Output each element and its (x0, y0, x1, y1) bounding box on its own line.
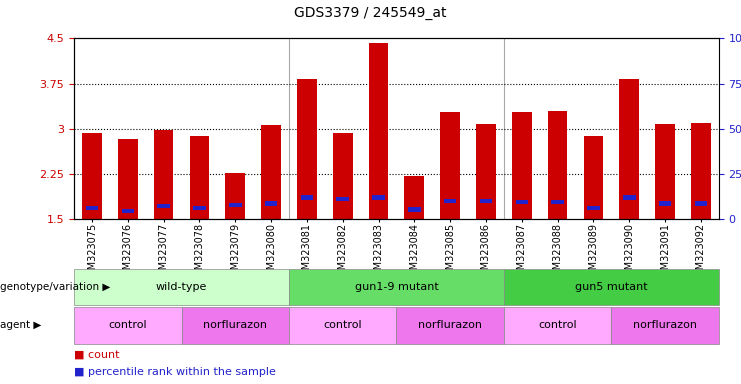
Text: agent ▶: agent ▶ (0, 320, 41, 331)
Bar (408, 207, 421, 212)
Bar (584, 136, 603, 219)
Bar (154, 131, 173, 219)
Bar (444, 199, 456, 203)
Text: norflurazon: norflurazon (203, 320, 268, 331)
Bar (659, 202, 671, 206)
Text: gun1-9 mutant: gun1-9 mutant (354, 282, 439, 292)
Bar (619, 79, 639, 219)
Bar (336, 197, 349, 201)
Bar (82, 133, 102, 219)
Text: norflurazon: norflurazon (633, 320, 697, 331)
Bar (476, 124, 496, 219)
Bar (229, 203, 242, 207)
Text: ■ count: ■ count (74, 349, 119, 359)
Bar (548, 111, 568, 219)
Text: ■ percentile rank within the sample: ■ percentile rank within the sample (74, 367, 276, 377)
Bar (262, 125, 281, 219)
Bar (372, 195, 385, 200)
Bar (512, 113, 531, 219)
Text: genotype/variation ▶: genotype/variation ▶ (0, 282, 110, 292)
Bar (265, 202, 277, 206)
Bar (479, 199, 492, 203)
Bar (193, 206, 206, 210)
Bar (691, 122, 711, 219)
Text: control: control (323, 320, 362, 331)
Bar (694, 202, 707, 206)
Bar (369, 43, 388, 219)
Bar (516, 200, 528, 204)
Bar (297, 79, 316, 219)
Bar (225, 172, 245, 219)
Text: norflurazon: norflurazon (418, 320, 482, 331)
Text: control: control (108, 320, 147, 331)
Bar (623, 195, 636, 200)
Bar (118, 139, 138, 219)
Bar (86, 206, 99, 210)
Bar (655, 124, 675, 219)
Bar (122, 209, 134, 213)
Bar (440, 113, 460, 219)
Bar (333, 133, 353, 219)
Bar (405, 175, 424, 219)
Bar (157, 204, 170, 208)
Text: gun5 mutant: gun5 mutant (575, 282, 648, 292)
Text: GDS3379 / 245549_at: GDS3379 / 245549_at (294, 6, 447, 20)
Bar (551, 200, 564, 204)
Bar (190, 136, 209, 219)
Bar (587, 206, 599, 210)
Text: wild-type: wild-type (156, 282, 207, 292)
Text: control: control (538, 320, 577, 331)
Bar (301, 195, 313, 200)
